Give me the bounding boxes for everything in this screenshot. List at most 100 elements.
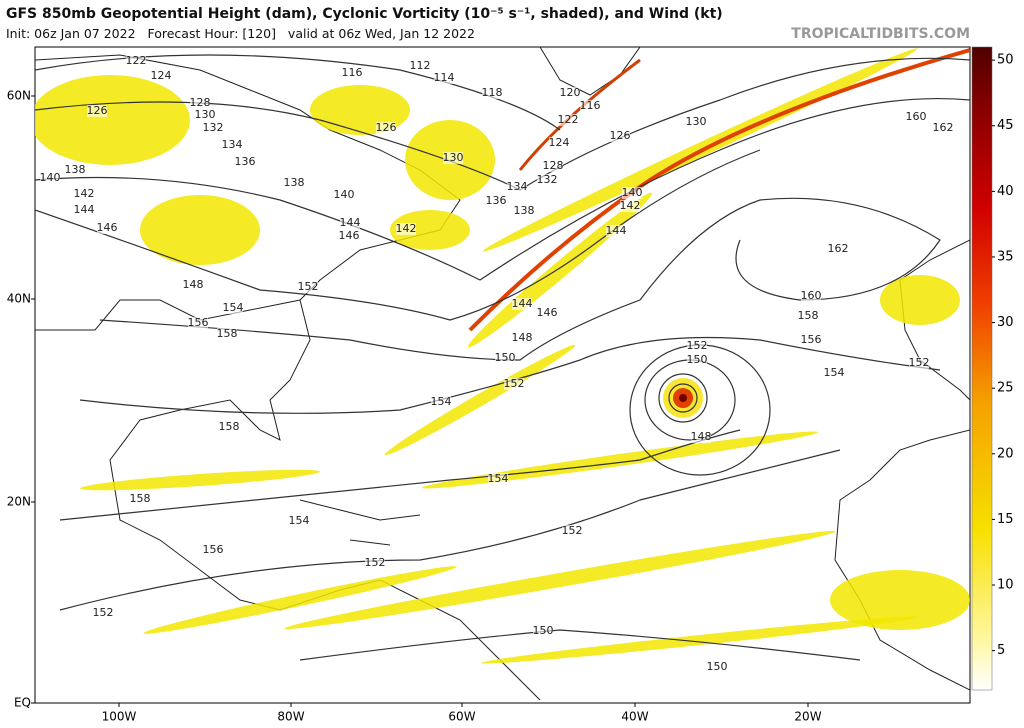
longitude-label: 20W [794, 710, 821, 724]
contour-label: 140 [40, 171, 61, 184]
contour-label: 152 [687, 339, 708, 352]
contour-label: 146 [97, 221, 118, 234]
coastline [109, 299, 541, 701]
contour-label: 142 [396, 222, 417, 235]
contour-label-bg [431, 396, 451, 408]
contour-label: 144 [512, 297, 533, 310]
contour-label-bg [488, 473, 508, 485]
colorbar-tick-label: 20 [997, 446, 1014, 461]
contour-label-bg [543, 160, 563, 172]
contour-label: 150 [687, 353, 708, 366]
contour-label-bg [610, 130, 630, 142]
contour-label-bg [284, 177, 304, 189]
contour-label: 128 [543, 159, 564, 172]
latitude-label: 20N [7, 495, 31, 509]
contour-label: 130 [195, 108, 216, 121]
contour-label: 120 [560, 86, 581, 99]
longitude-label: 40W [621, 710, 648, 724]
contour-label: 138 [65, 163, 86, 176]
contour-label-bg [130, 493, 150, 505]
contour-label-bg [537, 307, 557, 319]
contour-label-bg [376, 122, 396, 134]
contour-label: 158 [219, 420, 240, 433]
contour-label-bg [514, 205, 534, 217]
contour-label: 154 [824, 366, 845, 379]
contour-label-bg [622, 187, 642, 199]
colorbar-tick-label: 5 [997, 643, 1005, 658]
contour-label: 130 [443, 151, 464, 164]
contour-label: 124 [151, 69, 172, 82]
contour-label: 130 [686, 115, 707, 128]
contour-label-bg [691, 431, 711, 443]
contour-label: 132 [203, 121, 224, 134]
coastline [899, 239, 970, 401]
contour-label-bg [549, 137, 569, 149]
contour-label-bg [507, 181, 527, 193]
contour-label: 140 [622, 186, 643, 199]
contour-label: 146 [537, 306, 558, 319]
contour-label-bg [824, 367, 844, 379]
subtitle: Init: 06z Jan 07 2022 Forecast Hour: [12… [6, 26, 475, 41]
contour-label-bg [512, 298, 532, 310]
contour-label-bg [560, 87, 580, 99]
contour-label-bg [828, 243, 848, 255]
contour-label-bg [801, 290, 821, 302]
colorbar-tick-label: 45 [997, 118, 1014, 133]
contour-label-bg [93, 607, 113, 619]
contour-label: 160 [906, 110, 927, 123]
contour-label: 150 [533, 624, 554, 637]
contour-label-bg [396, 223, 416, 235]
contour-label: 142 [74, 187, 95, 200]
contour-label: 150 [495, 351, 516, 364]
contour-label-bg [504, 378, 524, 390]
source-credit: TROPICALTIDBITS.COM [791, 26, 970, 42]
colorbar-tick-label: 35 [997, 249, 1014, 264]
contour-label-bg [512, 332, 532, 344]
colorbar-tick-label: 40 [997, 184, 1014, 199]
contour-label: 158 [217, 327, 238, 340]
contour-label-bg [40, 172, 60, 184]
contour-label: 148 [691, 430, 712, 443]
contour-label: 152 [365, 556, 386, 569]
title: GFS 850mb Geopotential Height (dam), Cyc… [6, 6, 723, 22]
contour-label-bg [443, 152, 463, 164]
contour-label-bg [933, 122, 953, 134]
contour-label-bg [235, 156, 255, 168]
contour-label-bg [74, 188, 94, 200]
contour-label-bg [365, 557, 385, 569]
contour-label: 144 [606, 224, 627, 237]
contour-label: 122 [126, 54, 147, 67]
contour-label-bg [707, 661, 727, 673]
contour-label: 112 [410, 59, 431, 72]
contour-label-bg [203, 544, 223, 556]
contour-label: 140 [334, 188, 355, 201]
contour-label: 126 [87, 104, 108, 117]
contour-label: 152 [93, 606, 114, 619]
contour-label: 136 [486, 194, 507, 207]
coastline [299, 499, 421, 546]
colorbar-tick-label: 25 [997, 381, 1014, 396]
contour-label-bg [289, 515, 309, 527]
contour-label-bg [339, 230, 359, 242]
contour-label: 134 [507, 180, 528, 193]
contour-label-bg [580, 100, 600, 112]
contour-label-bg [906, 111, 926, 123]
contour-label: 160 [801, 289, 822, 302]
contour-label-bg [495, 352, 515, 364]
contour-label-bg [687, 354, 707, 366]
latitude-label: 60N [7, 89, 31, 103]
contour-label-bg [558, 114, 578, 126]
contour-label: 154 [223, 301, 244, 314]
contour-label: 146 [339, 229, 360, 242]
contour-label-bg [223, 302, 243, 314]
contour-label: 152 [562, 524, 583, 537]
contour-label: 152 [298, 280, 319, 293]
contour-label-bg [562, 525, 582, 537]
contour-label-bg [486, 195, 506, 207]
contour-label: 138 [514, 204, 535, 217]
contour-label-bg [190, 97, 210, 109]
contour-label-bg [340, 217, 360, 229]
contour-label: 138 [284, 176, 305, 189]
longitude-label: 80W [277, 710, 304, 724]
